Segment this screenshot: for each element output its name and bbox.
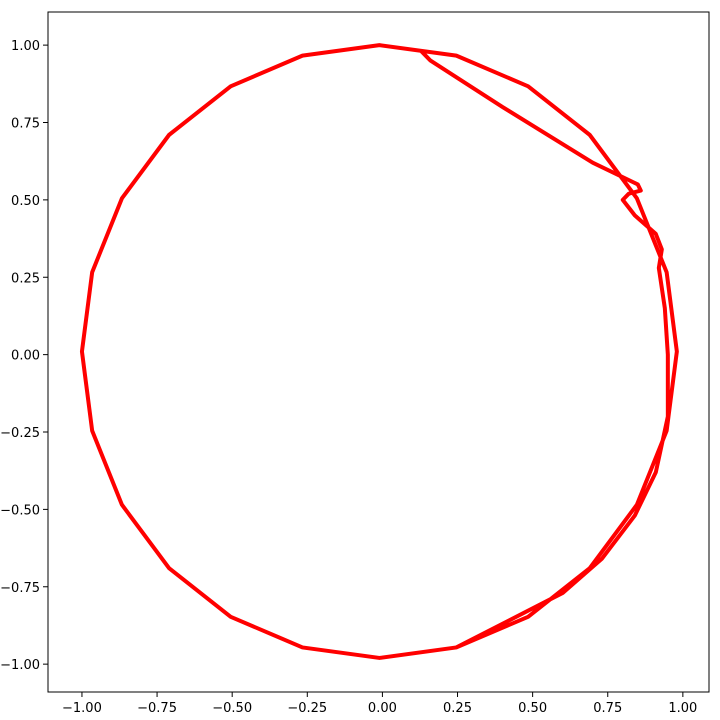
x-tick-label: −1.00 bbox=[62, 701, 102, 716]
x-tick-label: 0.00 bbox=[368, 701, 397, 716]
y-tick-label: −0.25 bbox=[0, 426, 40, 441]
y-tick-label: −0.75 bbox=[0, 581, 40, 596]
x-tick-label: 1.00 bbox=[668, 701, 697, 716]
x-tick-label: −0.25 bbox=[287, 701, 327, 716]
trajectory-line bbox=[79, 43, 679, 660]
y-tick-label: 1.00 bbox=[11, 39, 40, 54]
x-tick-label: 0.50 bbox=[518, 701, 547, 716]
plot-frame bbox=[47, 11, 710, 693]
y-tick-label: −1.00 bbox=[0, 658, 40, 673]
y-tick-label: 0.50 bbox=[11, 194, 40, 209]
y-tick-label: 0.25 bbox=[11, 271, 40, 286]
y-tick-label: 0.75 bbox=[11, 116, 40, 131]
y-tick-label: 0.00 bbox=[11, 349, 40, 364]
x-tick-label: 0.25 bbox=[443, 701, 472, 716]
x-tick-label: 0.75 bbox=[593, 701, 622, 716]
x-tick-label: −0.75 bbox=[137, 701, 177, 716]
x-tick-label: −0.50 bbox=[212, 701, 252, 716]
y-tick-label: −0.50 bbox=[0, 503, 40, 518]
